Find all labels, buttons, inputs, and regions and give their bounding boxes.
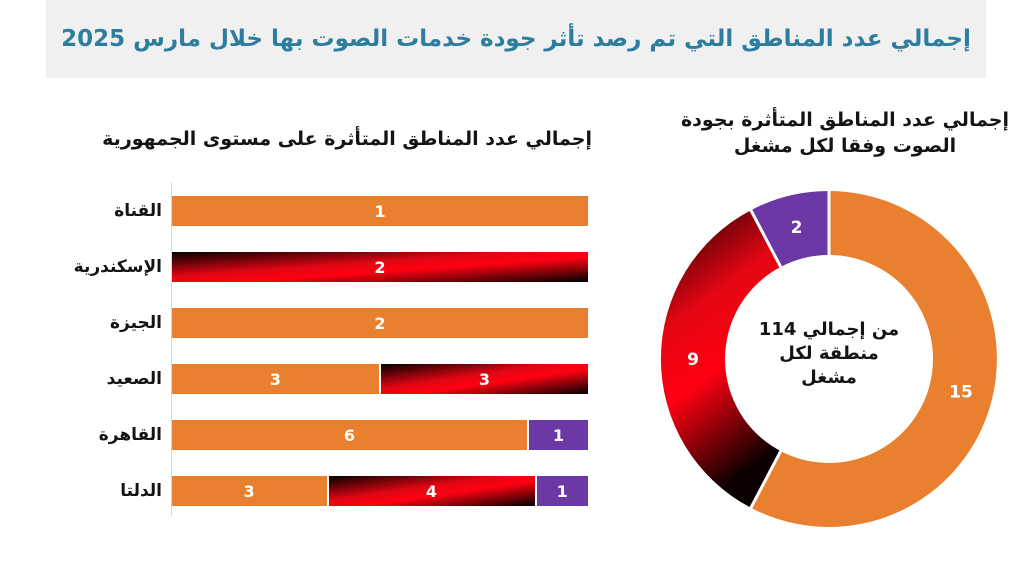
bar-segment-purple: 1 <box>536 476 588 506</box>
donut-chart-title: إجمالي عدد المناطق المتأثرة بجودة الصوت … <box>680 109 1010 157</box>
donut-value-label: 9 <box>687 350 699 370</box>
bar-segment-orange: 2 <box>172 308 588 338</box>
bar-value-label: 2 <box>374 313 386 333</box>
bar-value-label: 3 <box>243 481 255 501</box>
donut-slice-purple <box>750 190 829 267</box>
header-banner: إجمالي عدد المناطق التي تم رصد تأثر جودة… <box>46 0 986 78</box>
bar-segment-orange: 6 <box>172 420 527 450</box>
bar-value-label: 1 <box>552 425 564 445</box>
bar-value-label: 6 <box>343 425 355 445</box>
donut-center-text: من إجمالي 114 منطقة لكل مشغل <box>758 319 900 388</box>
donut-slice-gap <box>748 447 784 512</box>
category-label: القناة <box>114 201 162 221</box>
bar-chart-axis-line <box>171 182 172 516</box>
bar-segment-orange: 3 <box>172 476 327 506</box>
bar-row: الإسكندرية 2 <box>73 252 588 282</box>
donut-slice-orange <box>750 191 997 527</box>
donut-slice-gap <box>748 206 784 271</box>
page-title: إجمالي عدد المناطق التي تم رصد تأثر جودة… <box>61 26 971 52</box>
bar-value-label: 1 <box>374 201 386 221</box>
donut-slice-red <box>660 210 781 508</box>
bar-segment-orange: 1 <box>172 196 588 226</box>
bar-row: القناة 1 <box>90 196 588 226</box>
category-label: الصعيد <box>106 369 162 389</box>
bar-value-label: 1 <box>556 481 568 501</box>
bar-chart: القناة 1 الإسكندرية 2 الجيزة 2 الصعيد 3 3 القاهرة… <box>73 196 588 532</box>
bar-value-label: 3 <box>478 369 491 389</box>
bar-track: 3 4 1 <box>172 476 588 506</box>
bar-segment-orange: 3 <box>172 364 379 394</box>
donut-value-label: 15 <box>949 383 973 403</box>
category-label: الجيزة <box>109 313 162 333</box>
category-label: الإسكندرية <box>73 257 162 277</box>
category-label: القاهرة <box>98 425 162 445</box>
bar-track: 2 <box>172 252 588 282</box>
bar-segment-purple: 1 <box>528 420 588 450</box>
bar-value-label: 3 <box>269 369 282 389</box>
bar-value-label: 2 <box>374 257 386 277</box>
bar-segment-red: 4 <box>328 476 535 506</box>
bar-track: 1 <box>172 196 588 226</box>
category-label: الدلتا <box>120 481 162 501</box>
donut-chart: 15 9 2 <box>659 188 999 529</box>
bar-row: الصعيد 3 3 <box>90 364 588 394</box>
bar-segment-red: 2 <box>172 252 588 282</box>
bar-chart-title: إجمالي عدد المناطق المتأثرة على مستوى ال… <box>102 128 592 150</box>
donut-value-label: 2 <box>791 218 803 238</box>
bar-value-label: 4 <box>425 481 438 501</box>
bar-track: 2 <box>172 308 588 338</box>
bar-row: القاهرة 6 1 <box>90 420 588 450</box>
bar-row: الدلتا 3 4 1 <box>90 476 588 506</box>
bar-segment-red: 3 <box>381 364 588 394</box>
bar-row: الجيزة 2 <box>90 308 588 338</box>
